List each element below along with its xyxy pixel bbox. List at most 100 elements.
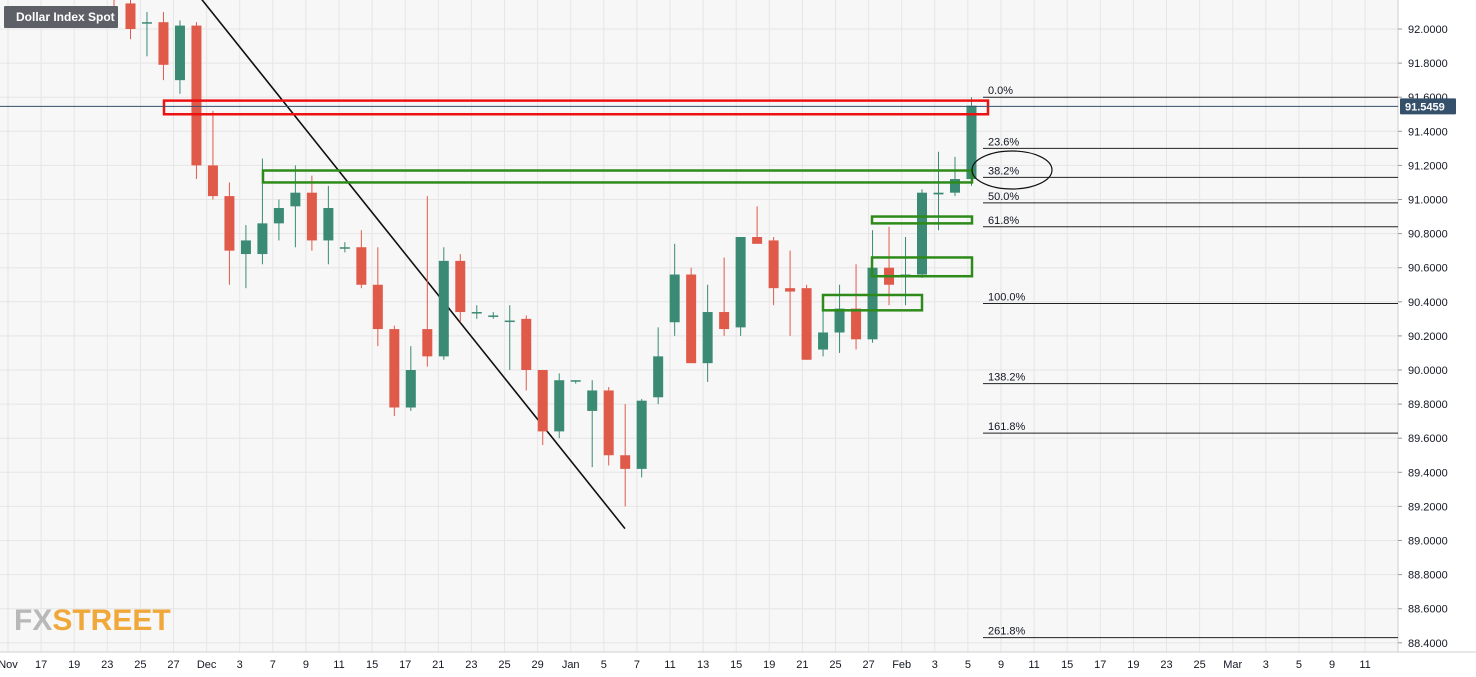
candle xyxy=(949,156,960,197)
y-tick-label: 91.0000 xyxy=(1408,195,1448,207)
support-zone-box xyxy=(261,169,974,184)
x-tick-label: 9 xyxy=(303,659,309,671)
y-tick-label: 90.2000 xyxy=(1408,331,1448,343)
fib-label: 100.0% xyxy=(988,292,1026,304)
candle-body xyxy=(702,312,713,364)
candle xyxy=(669,243,680,336)
candle xyxy=(224,182,235,285)
x-tick-label: 25 xyxy=(498,659,510,671)
support-zone-box xyxy=(821,293,924,312)
x-tick-label: 21 xyxy=(432,659,444,671)
candle-body xyxy=(686,274,697,364)
y-tick-label: 92.0000 xyxy=(1408,24,1448,36)
candle-body xyxy=(653,356,664,398)
y-tick-label: 91.8000 xyxy=(1408,58,1448,70)
candle xyxy=(636,398,647,478)
fib-label: 261.8% xyxy=(988,626,1026,638)
candle-body xyxy=(306,192,317,241)
x-tick-label: Mar xyxy=(1223,659,1242,671)
x-tick-label: 23 xyxy=(101,659,113,671)
x-tick-label: Dec xyxy=(197,659,217,671)
candle xyxy=(867,230,878,343)
candle-body xyxy=(537,370,548,432)
x-tick-label: 13 xyxy=(697,659,709,671)
fib-label: 23.6% xyxy=(988,136,1019,148)
candle-body xyxy=(125,3,136,30)
candle-body xyxy=(438,260,449,357)
candle-body xyxy=(867,267,878,340)
candle-body xyxy=(768,240,779,289)
candle xyxy=(240,225,251,289)
x-tick-label: 29 xyxy=(531,659,543,671)
candle-body xyxy=(719,312,730,330)
candle-body xyxy=(224,196,235,251)
candle xyxy=(273,199,284,241)
candle-body xyxy=(521,318,532,370)
x-tick-label: 9 xyxy=(998,659,1004,671)
candle xyxy=(488,312,499,319)
candle xyxy=(620,404,631,507)
x-tick-label: 3 xyxy=(237,659,243,671)
candle xyxy=(801,284,812,360)
x-tick-label: 15 xyxy=(730,659,742,671)
candle-body xyxy=(273,208,284,224)
logo-street: STREET xyxy=(52,604,170,637)
candle xyxy=(537,370,548,446)
x-tick-label: 3 xyxy=(1263,659,1269,671)
x-tick-label: 19 xyxy=(763,659,775,671)
candle-body xyxy=(620,455,631,469)
candle xyxy=(158,11,169,81)
support-zone-box xyxy=(870,215,974,225)
candle xyxy=(339,242,350,253)
x-tick-label: 27 xyxy=(862,659,874,671)
candle-body xyxy=(851,308,862,340)
x-axis-labels: Nov 17 19 23 25 27 Dec 3 7 9 11 15 17 21 23 25 29 Jan 5 7 11… xyxy=(0,659,1371,671)
x-tick-label: Nov xyxy=(0,659,18,671)
chart-title-box: Dollar Index Spot xyxy=(4,6,118,28)
chart-title: Dollar Index Spot xyxy=(16,10,115,24)
candle xyxy=(323,185,334,265)
y-tick-label: 91.4000 xyxy=(1408,126,1448,138)
logo-fx: FX xyxy=(14,604,52,637)
x-tick-label: 11 xyxy=(1359,659,1370,671)
x-tick-label: 11 xyxy=(1028,659,1039,671)
fib-label: 38.2% xyxy=(988,165,1019,177)
candle-body xyxy=(488,315,499,317)
candle-body xyxy=(801,288,812,360)
y-tick-label: 91.2000 xyxy=(1408,160,1448,172)
current-price-tag: 91.5459 xyxy=(1400,98,1456,115)
candle-body xyxy=(917,192,928,275)
candle xyxy=(422,196,433,367)
candle xyxy=(686,267,697,364)
y-tick-label: 88.8000 xyxy=(1408,570,1448,582)
candle-body xyxy=(455,260,466,313)
candle xyxy=(603,387,614,466)
candle-body xyxy=(290,192,301,207)
candle xyxy=(917,189,928,278)
fxstreet-logo: FXSTREET xyxy=(14,604,171,637)
candle-body xyxy=(158,22,169,65)
x-tick-label: 5 xyxy=(965,659,971,671)
candle xyxy=(207,110,218,200)
support-zone-box xyxy=(870,256,974,278)
candle-body xyxy=(603,390,614,456)
x-tick-label: 5 xyxy=(1296,659,1302,671)
candle xyxy=(389,325,400,417)
candle-body xyxy=(339,247,350,249)
plot-area[interactable] xyxy=(0,0,1398,652)
candle-body xyxy=(554,380,565,432)
x-tick-label: 7 xyxy=(270,659,276,671)
resistance-zone-box xyxy=(162,99,990,116)
candle xyxy=(719,257,730,336)
candle xyxy=(438,247,449,360)
x-tick-label: 7 xyxy=(634,659,640,671)
candle-body xyxy=(818,332,829,350)
candle-body xyxy=(471,312,482,314)
y-tick-label: 89.8000 xyxy=(1408,399,1448,411)
fib-label: 161.8% xyxy=(988,421,1026,433)
trend-line xyxy=(201,0,626,530)
x-tick-label: 9 xyxy=(1329,659,1335,671)
candle xyxy=(735,237,746,336)
candle xyxy=(504,305,515,370)
